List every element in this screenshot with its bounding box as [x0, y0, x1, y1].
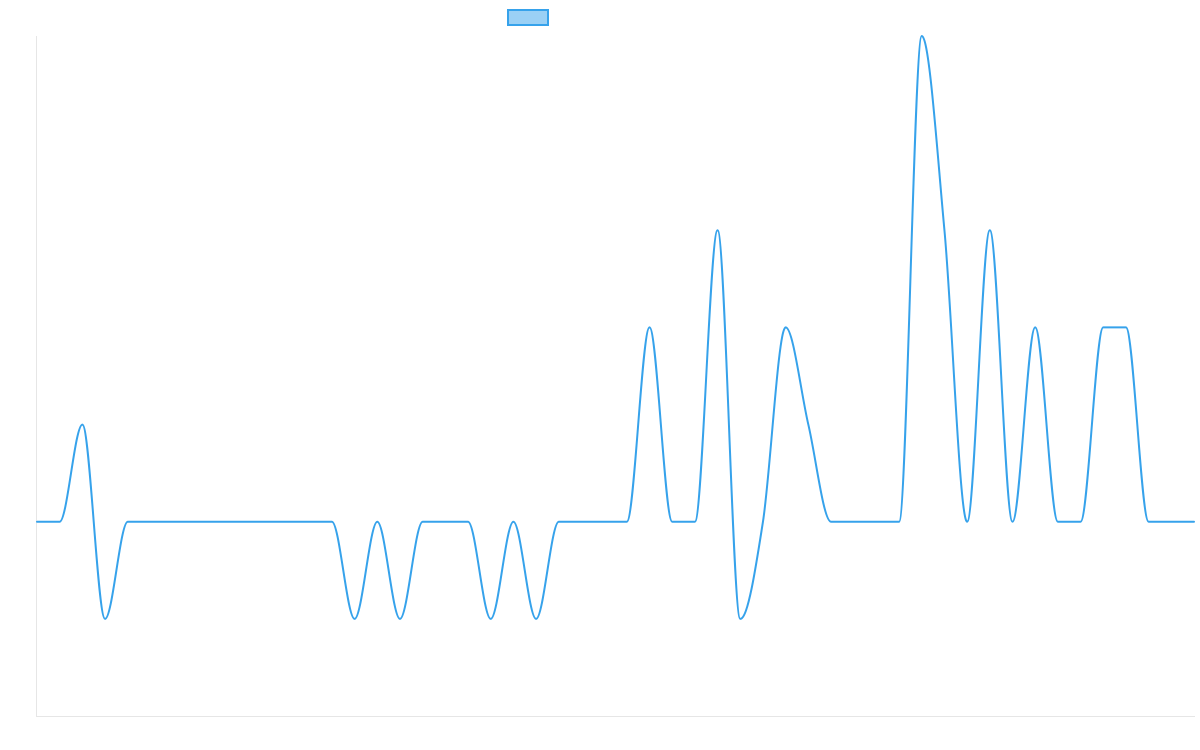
data-point[interactable] [964, 519, 970, 525]
data-point[interactable] [1078, 519, 1084, 525]
data-point[interactable] [873, 519, 879, 525]
data-point[interactable] [79, 422, 85, 428]
data-point[interactable] [1191, 519, 1197, 525]
data-point[interactable] [1010, 519, 1016, 525]
data-point[interactable] [533, 616, 539, 622]
data-point[interactable] [284, 519, 290, 525]
data-point[interactable] [1168, 519, 1174, 525]
data-point[interactable] [896, 519, 902, 525]
data-point[interactable] [851, 519, 857, 525]
data-point[interactable] [760, 519, 766, 525]
legend[interactable] [507, 9, 549, 26]
data-point[interactable] [215, 519, 221, 525]
data-point[interactable] [624, 519, 630, 525]
data-point[interactable] [397, 616, 403, 622]
data-point[interactable] [34, 519, 40, 525]
data-point[interactable] [669, 519, 675, 525]
data-point[interactable] [261, 519, 267, 525]
data-point[interactable] [1123, 324, 1129, 330]
data-point[interactable] [987, 227, 993, 233]
data-point[interactable] [510, 519, 516, 525]
data-point[interactable] [352, 616, 358, 622]
data-point[interactable] [1100, 324, 1106, 330]
data-point[interactable] [420, 519, 426, 525]
data-point[interactable] [556, 519, 562, 525]
data-point[interactable] [170, 519, 176, 525]
data-point[interactable] [647, 324, 653, 330]
data-point[interactable] [102, 616, 108, 622]
data-point[interactable] [783, 324, 789, 330]
data-point[interactable] [715, 227, 721, 233]
data-point[interactable] [147, 519, 153, 525]
data-point[interactable] [329, 519, 335, 525]
data-point[interactable] [193, 519, 199, 525]
data-point[interactable] [601, 519, 607, 525]
data-point[interactable] [828, 519, 834, 525]
series-line-0 [36, 35, 1195, 620]
data-point[interactable] [442, 519, 448, 525]
legend-swatch[interactable] [507, 9, 549, 26]
series-group [34, 33, 1197, 622]
data-point[interactable] [1146, 519, 1152, 525]
data-point[interactable] [805, 422, 811, 428]
data-point[interactable] [488, 616, 494, 622]
data-point[interactable] [374, 519, 380, 525]
data-point[interactable] [692, 519, 698, 525]
data-point[interactable] [919, 33, 925, 39]
data-point[interactable] [238, 519, 244, 525]
data-point[interactable] [57, 519, 63, 525]
data-point[interactable] [125, 519, 131, 525]
data-point[interactable] [465, 519, 471, 525]
data-point[interactable] [1055, 519, 1061, 525]
data-point[interactable] [578, 519, 584, 525]
data-point[interactable] [737, 616, 743, 622]
data-point[interactable] [1032, 324, 1038, 330]
data-point[interactable] [941, 227, 947, 233]
data-point[interactable] [306, 519, 312, 525]
